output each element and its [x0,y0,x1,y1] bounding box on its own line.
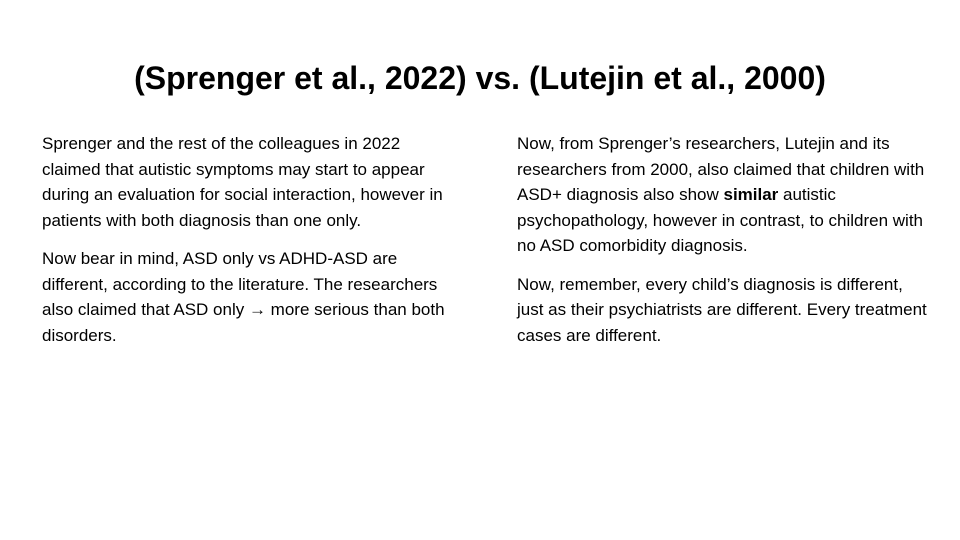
left-text-column: Sprenger and the rest of the colleagues … [42,131,452,361]
right-paragraph-1: Now, from Sprenger’s researchers, Luteji… [517,131,927,259]
right-paragraph-1-end: autistic psychopathology, however in con… [517,185,924,256]
right-text-column: Now, from Sprenger’s researchers, Luteji… [517,131,927,361]
right-paragraph-2: Now, remember, every child’s diagnosis i… [517,274,927,345]
right-paragraph-1-start: Now, from Sprenger’s researchers, Luteji… [517,134,925,205]
left-paragraph-1: Sprenger and the rest of the colleagues … [42,134,443,230]
slide-title: (Sprenger et al., 2022) vs. (Lutejin et … [134,60,826,96]
emphasis-similar: similar [723,185,779,205]
left-paragraph-2: Now bear in mind, ASD only vs ADHD-ASD a… [42,248,445,345]
